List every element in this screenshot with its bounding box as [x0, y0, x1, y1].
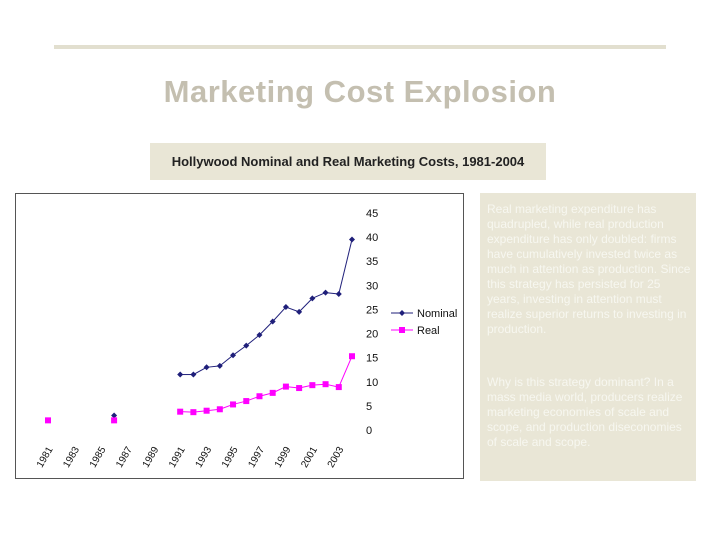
x-tick-label: 1991 — [167, 445, 188, 470]
data-point-real — [349, 353, 355, 360]
x-tick-label: 1997 — [246, 445, 267, 470]
series-line-real — [338, 356, 353, 388]
data-point-real — [45, 417, 51, 424]
y-tick-label: 30 — [366, 280, 378, 292]
series-line-nominal — [312, 292, 326, 299]
x-tick-label: 1987 — [114, 445, 135, 470]
data-point-real — [282, 383, 289, 390]
slide-title: Marketing Cost Explosion — [163, 74, 557, 109]
note-paragraph-2: Why is this strategy dominant? In a mass… — [487, 375, 683, 449]
data-point-nominal — [216, 362, 223, 369]
series-line-nominal — [285, 306, 300, 313]
y-tick-label: 40 — [366, 232, 378, 244]
data-point-real — [322, 381, 329, 388]
series-line-nominal — [245, 334, 260, 347]
data-point-real — [203, 407, 210, 414]
y-tick-label: 10 — [366, 377, 378, 389]
series-line-nominal — [259, 321, 274, 336]
data-point-nominal — [322, 289, 329, 296]
data-point-nominal — [203, 364, 210, 371]
data-point-nominal — [269, 318, 276, 325]
y-tick-label: 5 — [366, 401, 372, 413]
data-point-real — [296, 385, 303, 392]
data-point-nominal — [335, 291, 342, 298]
data-point-nominal — [282, 304, 289, 311]
data-point-real — [190, 409, 197, 416]
x-tick-label: 2001 — [299, 445, 320, 470]
data-point-real — [309, 382, 316, 389]
subtitle-box: Hollywood Nominal and Real Marketing Cos… — [150, 143, 546, 180]
notes-box: Real marketing expenditure has quadruple… — [480, 193, 696, 481]
series-line-nominal — [298, 298, 313, 313]
top-rule — [54, 45, 666, 49]
chart-frame: 0 5 10 15 20 25 30 35 40 45 1981 1983 1985 1987 1989 19… — [15, 193, 464, 479]
x-tick-label: 1981 — [35, 445, 56, 470]
x-tick-label: 1995 — [220, 445, 241, 470]
data-point-nominal — [177, 371, 184, 378]
x-tick-label: 2003 — [326, 445, 347, 470]
data-point-real — [230, 401, 237, 408]
x-tick-label: 1985 — [88, 445, 109, 470]
data-point-nominal — [256, 332, 263, 339]
data-point-real — [111, 417, 118, 424]
series-line-nominal — [219, 354, 234, 367]
y-tick-label: 25 — [366, 304, 378, 316]
data-point-nominal — [111, 412, 118, 419]
y-tick-label: 20 — [366, 329, 378, 341]
x-tick-label: 1999 — [273, 445, 294, 470]
y-tick-label: 0 — [366, 425, 372, 437]
y-tick-label: 45 — [366, 208, 378, 220]
note-paragraph-1: Real marketing expenditure has quadruple… — [487, 202, 691, 336]
data-point-nominal — [296, 308, 303, 315]
legend-label-real: Real — [417, 325, 440, 337]
chart-subtitle: Hollywood Nominal and Real Marketing Cos… — [171, 154, 525, 169]
data-point-nominal — [230, 352, 237, 359]
data-point-nominal — [309, 295, 316, 302]
data-point-real — [269, 389, 276, 396]
x-tick-label: 1983 — [61, 445, 82, 470]
data-point-real — [256, 393, 263, 400]
legend-label-nominal: Nominal — [417, 308, 457, 320]
y-tick-label: 15 — [366, 353, 378, 365]
series-line-nominal — [232, 345, 247, 356]
series-line-nominal — [338, 239, 353, 295]
data-point-real — [243, 398, 250, 405]
legend-marker — [399, 310, 405, 316]
x-tick-label: 1989 — [141, 445, 162, 470]
data-point-real — [177, 408, 184, 415]
x-tick-label: 1993 — [194, 445, 215, 470]
data-point-real — [216, 406, 223, 413]
legend-marker — [399, 327, 405, 333]
series-line-nominal — [272, 306, 287, 322]
series-line-nominal — [193, 366, 207, 375]
y-tick-label: 35 — [366, 256, 378, 268]
data-point-nominal — [190, 371, 197, 378]
data-point-nominal — [243, 342, 250, 349]
data-point-real — [335, 384, 342, 391]
data-point-nominal — [349, 236, 355, 243]
